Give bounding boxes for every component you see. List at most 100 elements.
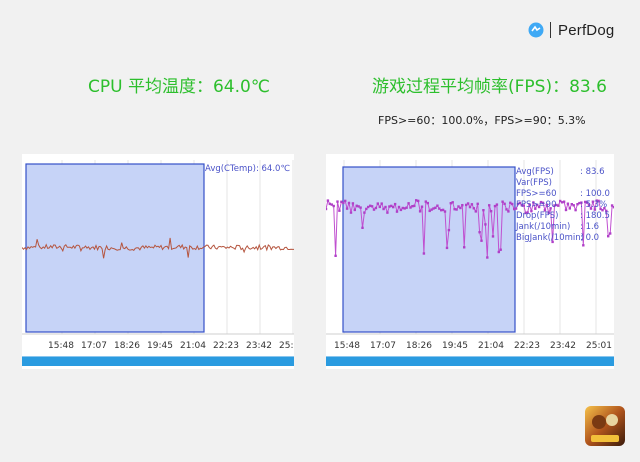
fps-point	[340, 200, 343, 203]
fps-point	[480, 239, 483, 242]
fps-x-tick-label: 22:23	[514, 341, 540, 351]
fps-point	[491, 235, 495, 238]
fps-point	[397, 205, 401, 209]
fps-point	[409, 206, 412, 209]
fps-point	[370, 205, 374, 208]
fps-point	[522, 204, 525, 207]
fps-point	[493, 204, 497, 208]
fps-point	[434, 206, 437, 209]
fps-point	[536, 203, 539, 207]
fps-point	[347, 201, 351, 205]
fps-point	[534, 207, 537, 210]
fps-point	[413, 204, 416, 208]
fps-point	[612, 206, 614, 209]
fps-stat-value: : 83.6	[580, 167, 605, 177]
cpu-time-scrollbar[interactable]	[22, 356, 294, 366]
fps-point	[401, 206, 404, 210]
fps-point	[384, 205, 387, 209]
ctemp-series-line	[22, 237, 294, 259]
fps-point	[503, 202, 506, 205]
fps-stat-label: Var(FPS)	[516, 178, 552, 188]
fps-x-tick-label: 25:01	[586, 341, 612, 351]
fps-point	[367, 205, 370, 209]
fps-plot[interactable]	[326, 154, 614, 369]
fps-point	[440, 209, 443, 212]
fps-x-tick-label: 18:26	[406, 341, 432, 351]
fps-point	[430, 208, 433, 211]
fps-point	[351, 202, 355, 205]
fps-point	[405, 206, 408, 209]
fps-point	[593, 208, 596, 211]
fps-point	[551, 240, 554, 244]
fps-point	[488, 204, 491, 207]
fps-point	[574, 208, 577, 212]
fps-point	[532, 201, 535, 204]
fps-point	[392, 205, 395, 209]
fps-point	[338, 209, 341, 212]
fps-point	[334, 254, 337, 257]
fps-point	[597, 199, 600, 203]
brand: PerfDog	[528, 19, 614, 41]
fps-point	[482, 209, 485, 212]
fps-point	[509, 201, 512, 204]
cpu-x-tick-label: 15:48	[48, 341, 74, 351]
cpu-temp-plot[interactable]	[22, 154, 294, 369]
fps-stat-value: : 180.5	[580, 211, 610, 221]
fps-point	[388, 205, 391, 208]
fps-point	[495, 203, 499, 206]
fps-stat-value: : 100.0	[580, 189, 610, 199]
fps-stat-label: BigJank(/10min)	[516, 233, 584, 243]
cpu-x-tick-label: 19:45	[147, 341, 173, 351]
cpu-temp-chart[interactable]: Avg(CTemp): 64.0℃ 15:48 17:07 18:26 19:45 21…	[22, 154, 294, 369]
fps-x-tick-label: 21:04	[478, 341, 504, 351]
fps-point	[441, 208, 445, 212]
fps-point	[511, 202, 514, 206]
cpu-x-tick-label: 23:42	[246, 341, 272, 351]
fps-point	[424, 200, 427, 203]
cpu-avg-annotation: Avg(CTemp): 64.0℃	[205, 164, 290, 174]
fps-point	[411, 205, 414, 208]
brand-name: PerfDog	[558, 21, 615, 39]
fps-point	[453, 208, 456, 211]
fps-point	[399, 208, 403, 212]
fps-point	[605, 209, 608, 213]
fps-point	[455, 208, 458, 211]
fps-point	[543, 209, 547, 212]
fps-point	[607, 235, 610, 238]
fps-point	[580, 201, 583, 204]
fps-point	[426, 201, 429, 205]
fps-point	[547, 211, 550, 214]
fps-point	[390, 204, 393, 208]
fps-point	[499, 248, 502, 251]
fps-chart[interactable]: Avg(FPS): 83.6 Var(FPS) FPS>=60: 100.0 FPS>…	[326, 154, 614, 369]
fps-point	[365, 207, 368, 211]
fps-stat-label: FPS>=90	[516, 200, 557, 210]
cpu-temp-headline: CPU 平均温度：64.0℃	[88, 77, 270, 97]
fps-point	[468, 205, 472, 209]
fps-point	[449, 202, 452, 205]
fps-point	[572, 204, 575, 207]
fps-point	[418, 210, 422, 213]
fps-point	[353, 208, 356, 212]
fps-point	[332, 204, 335, 208]
fps-point	[524, 211, 527, 215]
fps-point	[470, 203, 474, 206]
fps-point	[466, 202, 470, 205]
fps-stat-label: FPS>=60	[516, 189, 557, 199]
fps-point	[553, 204, 556, 207]
fps-point	[599, 207, 602, 211]
fps-point	[541, 201, 545, 204]
fps-point	[344, 199, 347, 203]
fps-point	[478, 231, 481, 234]
fps-point	[443, 210, 447, 213]
cpu-x-tick-label: 25:01	[279, 341, 294, 351]
fps-point	[584, 200, 587, 204]
fps-point	[474, 210, 477, 213]
perfdog-logo-icon	[528, 22, 544, 38]
fps-point	[497, 250, 500, 254]
fps-point	[363, 211, 366, 214]
fps-point	[589, 207, 593, 210]
fps-point	[566, 202, 570, 205]
fps-time-scrollbar[interactable]	[326, 356, 614, 366]
fps-point	[484, 223, 487, 226]
